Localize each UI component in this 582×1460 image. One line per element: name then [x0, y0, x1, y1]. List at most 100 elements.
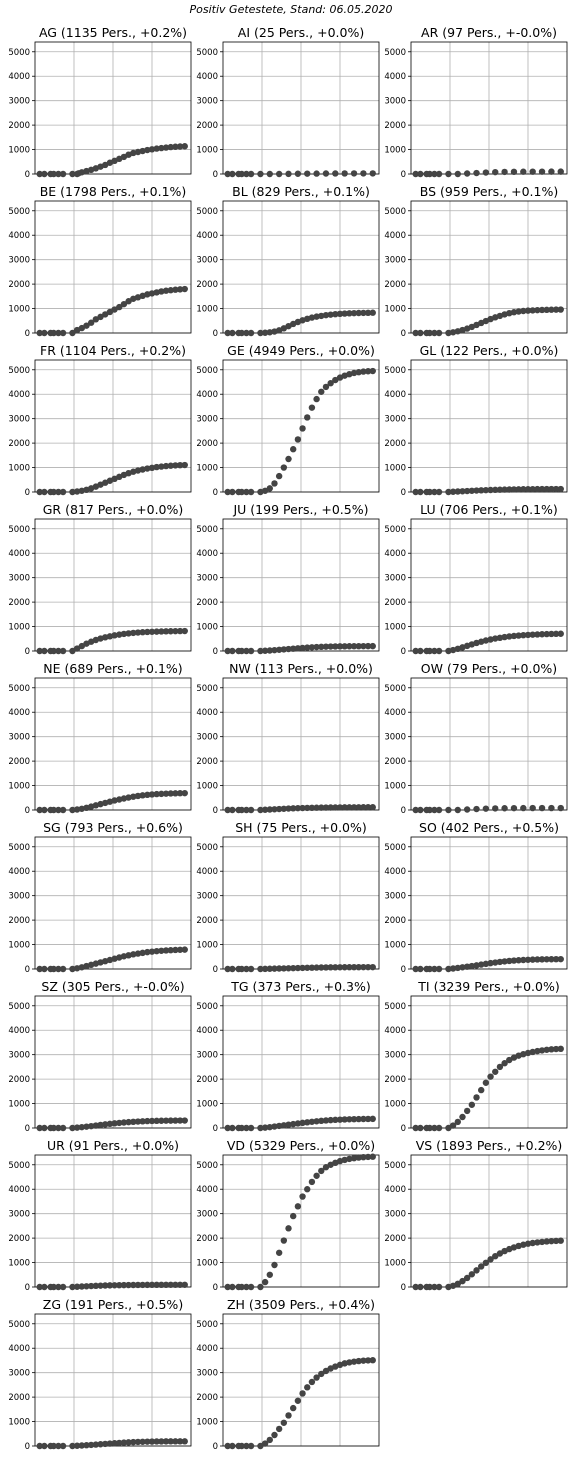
data-point [144, 948, 151, 956]
data-point [552, 306, 560, 313]
data-point [417, 1124, 424, 1132]
data-point [313, 643, 320, 651]
data-point [290, 1120, 297, 1128]
data-point [172, 143, 179, 150]
data-point [257, 1124, 264, 1132]
data-point [431, 965, 438, 973]
panel-title: BS (959 Pers., +0.1%) [420, 184, 558, 199]
y-tick-label: 1000 [384, 782, 406, 792]
data-point [224, 1442, 231, 1450]
data-point [294, 170, 302, 177]
data-point [449, 488, 457, 495]
data-point [510, 957, 518, 964]
data-point [501, 168, 508, 176]
data-point [322, 643, 330, 650]
data-point [97, 1282, 104, 1289]
data-point [181, 946, 188, 953]
data-point [524, 956, 532, 963]
data-point [243, 170, 250, 178]
data-point [473, 487, 480, 494]
data-point [280, 1237, 288, 1244]
y-tick-label: 1000 [8, 1418, 30, 1428]
data-point [341, 310, 348, 317]
data-point [355, 1357, 362, 1365]
data-point [243, 806, 250, 814]
data-point [50, 1442, 57, 1450]
y-tick-label: 0 [25, 965, 30, 975]
panel-title: SZ (305 Pers., +-0.0%) [41, 979, 184, 994]
y-tick-label: 4000 [196, 867, 218, 877]
data-point [271, 480, 278, 487]
y-tick-label: 2000 [384, 916, 406, 926]
data-point [299, 964, 306, 972]
data-point [454, 488, 461, 495]
data-point [144, 1117, 151, 1125]
data-point [229, 1283, 236, 1291]
y-tick-label: 3000 [8, 1051, 30, 1061]
data-point [299, 1390, 306, 1397]
data-point [181, 143, 188, 150]
data-point [148, 948, 156, 955]
y-tick-label: 4000 [8, 1026, 30, 1036]
data-point [417, 170, 424, 178]
y-tick-label: 5000 [8, 684, 30, 694]
data-point [224, 647, 231, 655]
data-point [247, 806, 255, 814]
data-point [290, 1212, 297, 1220]
data-point [162, 628, 170, 635]
data-point [336, 804, 344, 811]
data-point [538, 804, 546, 812]
data-point [369, 170, 376, 177]
y-tick-label: 2000 [384, 598, 406, 608]
data-point [431, 1283, 438, 1291]
data-point [496, 958, 504, 966]
data-point [238, 170, 245, 178]
data-point [557, 804, 564, 812]
data-point [454, 1280, 461, 1288]
data-point [55, 806, 62, 814]
data-point [431, 170, 438, 178]
data-point [148, 1117, 156, 1125]
data-point [59, 1442, 67, 1450]
data-point [313, 1374, 320, 1381]
panel-title: NE (689 Pers., +0.1%) [43, 661, 182, 676]
panel-bl: BL (829 Pers., +0.1%) 0 1000 2000 3000 4000 50… [196, 184, 380, 339]
y-tick-label: 3000 [384, 97, 406, 107]
y-tick-label: 0 [401, 647, 406, 657]
data-point [360, 170, 367, 177]
data-point [299, 1119, 306, 1127]
data-point [176, 1117, 184, 1124]
data-point [332, 310, 339, 318]
data-point [290, 446, 297, 453]
panel-ti: TI (3239 Pers., +0.0%) 0 1000 2000 3000 4000 5… [384, 979, 568, 1134]
data-point [162, 947, 170, 954]
data-point [364, 1115, 372, 1123]
data-point [83, 1283, 90, 1290]
data-point [97, 1121, 104, 1129]
panel-title: OW (79 Pers., +0.0%) [421, 661, 557, 676]
data-point [238, 488, 245, 496]
data-point [304, 644, 311, 651]
data-point [148, 1281, 156, 1289]
y-tick-label: 1000 [8, 305, 30, 315]
data-point [257, 806, 264, 814]
data-point [492, 1253, 499, 1260]
y-tick-label: 3000 [196, 733, 218, 743]
data-point [318, 1370, 325, 1378]
data-point [238, 329, 245, 337]
data-point [482, 486, 490, 494]
data-point [285, 965, 292, 972]
data-point [482, 1079, 490, 1086]
plot-frame [410, 995, 568, 1129]
data-point [520, 486, 527, 493]
data-point [55, 1124, 62, 1132]
data-point [552, 1237, 560, 1245]
data-point [266, 806, 273, 813]
y-tick-label: 1000 [384, 146, 406, 156]
data-point [308, 1378, 316, 1386]
data-point [167, 1117, 174, 1124]
data-point [271, 806, 278, 813]
y-tick-label: 4000 [8, 231, 30, 241]
y-tick-label: 0 [401, 965, 406, 975]
panel-title: LU (706 Pers., +0.1%) [420, 502, 558, 517]
